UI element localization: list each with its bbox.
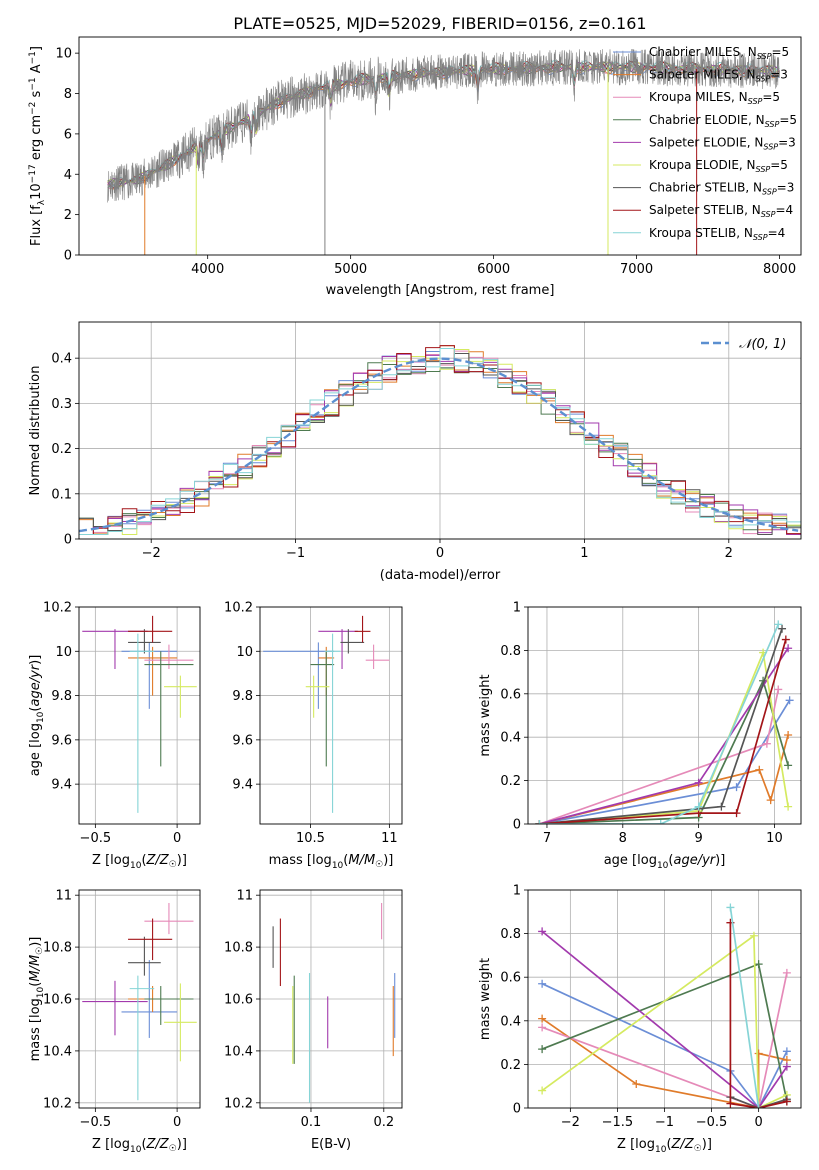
y-tick-label: 0.3 — [51, 397, 72, 412]
y-tick-label: 10.2 — [43, 601, 72, 616]
x-tick-label: −2 — [561, 1115, 580, 1130]
figure-title: PLATE=0525, MJD=52029, FIBERID=0156, z=0… — [233, 14, 646, 33]
x-tick-label: −1 — [655, 1115, 674, 1130]
y-tick-label: 11 — [236, 889, 253, 904]
x-tick-label: 9 — [694, 831, 702, 846]
x-tick-label: 5000 — [334, 262, 367, 277]
x-tick-label: 7 — [543, 831, 551, 846]
y-tick-label: 10.4 — [224, 1044, 253, 1059]
y-tick-label: 9.4 — [51, 778, 72, 793]
x-tick-label: −0.5 — [80, 1115, 112, 1130]
y-tick-label: 0.8 — [500, 927, 521, 942]
x-tick-label: 0 — [173, 1115, 181, 1130]
y-tick-label: 0.2 — [51, 442, 72, 457]
y-tick-label: 0.2 — [500, 774, 521, 789]
x-tick-label: −1 — [286, 546, 305, 561]
y-tick-label: 10.6 — [43, 993, 72, 1008]
y-tick-label: 10 — [236, 645, 253, 660]
y-tick-label: 10.6 — [224, 993, 253, 1008]
y-tick-label: 0.1 — [51, 487, 72, 502]
y-tick-label: 0.6 — [500, 687, 521, 702]
y-tick-label: 10.8 — [224, 941, 253, 956]
y-tick-label: 9.4 — [232, 778, 253, 793]
y-tick-label: 10.2 — [224, 601, 253, 616]
y-tick-label: 0 — [64, 249, 72, 264]
y-tick-label: 4 — [64, 168, 72, 183]
y-axis-label: Normed distribution — [28, 366, 43, 496]
legend-entry: 𝒩(0, 1) — [739, 337, 786, 352]
y-tick-label: 0.6 — [500, 971, 521, 986]
y-tick-label: 0 — [64, 533, 72, 548]
y-tick-label: 10.2 — [224, 1096, 253, 1111]
x-tick-label: 10.5 — [296, 831, 325, 846]
y-tick-label: 0 — [513, 1102, 521, 1117]
x-tick-label: 0.1 — [301, 1115, 322, 1130]
y-axis-label: mass weight — [478, 674, 493, 756]
y-tick-label: 0 — [513, 818, 521, 833]
x-tick-label: 0 — [436, 546, 444, 561]
x-axis-label: E(B-V) — [311, 1137, 351, 1152]
y-tick-label: 11 — [55, 889, 72, 904]
x-tick-label: 10 — [766, 831, 783, 846]
y-tick-label: 0.4 — [500, 1014, 521, 1029]
x-tick-label: 2 — [725, 546, 733, 561]
y-tick-label: 0.8 — [500, 644, 521, 659]
y-tick-label: 9.8 — [51, 689, 72, 704]
y-tick-label: 0.4 — [500, 731, 521, 746]
y-tick-label: 9.6 — [51, 733, 72, 748]
x-tick-label: 11 — [381, 831, 398, 846]
x-axis-label: (data-model)/error — [380, 568, 501, 583]
y-tick-label: 6 — [64, 127, 72, 142]
x-tick-label: 4000 — [191, 262, 224, 277]
y-tick-label: 10 — [55, 47, 72, 62]
x-axis-label: wavelength [Angstrom, rest frame] — [326, 283, 555, 298]
x-tick-label: −1.5 — [602, 1115, 634, 1130]
x-tick-label: 1 — [580, 546, 588, 561]
y-tick-label: 0.2 — [500, 1058, 521, 1073]
y-tick-label: 2 — [64, 208, 72, 223]
x-tick-label: −2 — [142, 546, 161, 561]
x-tick-label: 0 — [173, 831, 181, 846]
y-tick-label: 10.2 — [43, 1096, 72, 1111]
y-tick-label: 9.6 — [232, 733, 253, 748]
y-axis-label: mass weight — [478, 958, 493, 1040]
y-tick-label: 9.8 — [232, 689, 253, 704]
y-tick-label: 0.4 — [51, 352, 72, 367]
y-tick-label: 1 — [513, 884, 521, 899]
x-tick-label: 8000 — [763, 262, 796, 277]
x-tick-label: 7000 — [620, 262, 653, 277]
y-tick-label: 10.4 — [43, 1044, 72, 1059]
y-tick-label: 8 — [64, 87, 72, 102]
figure: PLATE=0525, MJD=52029, FIBERID=0156, z=0… — [0, 0, 819, 1170]
x-tick-label: 8 — [619, 831, 627, 846]
y-tick-label: 10 — [55, 645, 72, 660]
x-tick-label: 6000 — [477, 262, 510, 277]
y-tick-label: 1 — [513, 601, 521, 616]
x-tick-label: 0.2 — [373, 1115, 394, 1130]
x-tick-label: −0.5 — [696, 1115, 728, 1130]
x-tick-label: −0.5 — [80, 831, 112, 846]
x-tick-label: 0 — [754, 1115, 762, 1130]
y-tick-label: 10.8 — [43, 941, 72, 956]
